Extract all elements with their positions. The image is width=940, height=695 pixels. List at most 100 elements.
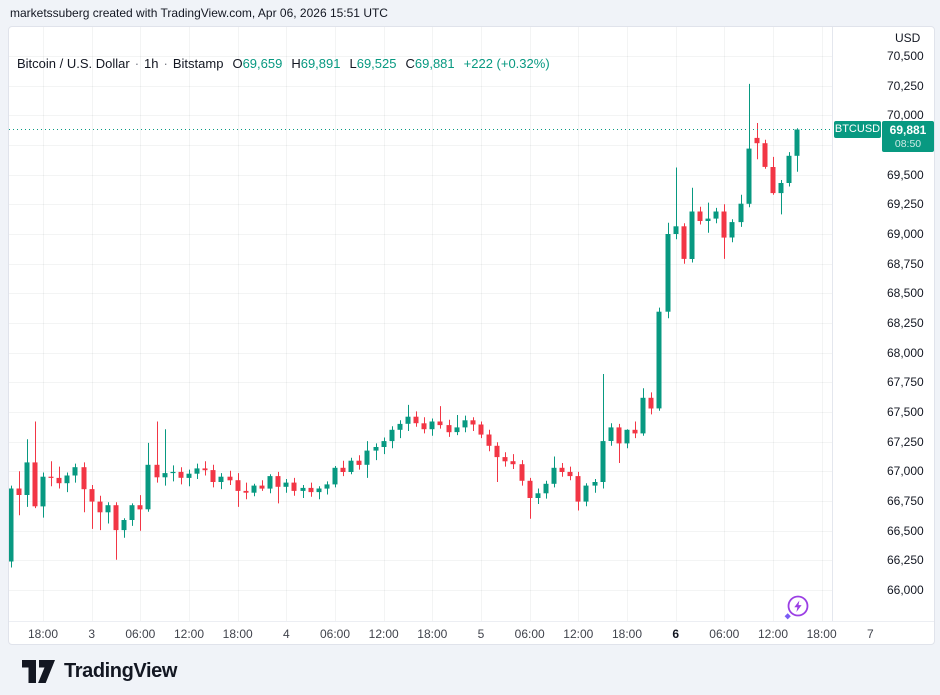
candle-body [218,476,224,482]
candle-body [267,476,273,489]
candle [89,485,95,529]
candle-body [592,482,598,486]
price-tick-label: 68,000 [887,345,924,360]
candle-body [129,505,135,520]
candle [81,462,87,513]
candle-body [356,460,362,465]
candle [421,417,427,434]
candle-body [105,505,111,513]
candle [689,187,695,263]
candle-body [186,473,192,478]
candle [162,429,168,486]
candle [300,485,306,498]
candle-body [178,471,184,478]
candle [762,139,768,169]
candle-body [113,505,119,531]
last-price-badge[interactable]: 69,881 08:50 [882,120,934,152]
candle-body [64,475,70,484]
candle-body [583,485,589,502]
change-value: +222 (+0.32%) [463,56,550,71]
lightning-bolt-icon [794,600,802,612]
candle [9,485,14,568]
separator-dot: · [134,56,140,71]
price-axis[interactable]: USD 70,50070,25070,00069,75069,50069,250… [832,27,934,621]
candle-body [210,470,216,482]
candle-body [786,155,792,183]
symbol-title[interactable]: Bitcoin / U.S. Dollar [17,56,130,71]
close-value: 69,881 [414,56,455,71]
high-label: H [291,56,301,71]
candle [324,481,330,495]
candle-body [373,447,379,451]
symbol-price-badge-chip[interactable]: BTCUSD [834,120,881,138]
candle [713,207,719,224]
time-tick-label: 7 [866,627,874,641]
time-tick-label: 18:00 [27,627,59,641]
candle-body [275,476,281,487]
candle [502,452,508,467]
candle-body [575,476,581,502]
interval-label[interactable]: 1h [144,56,159,71]
candle [470,417,476,431]
candle-body [259,485,265,489]
time-tick-label: 06:00 [319,627,350,641]
candle-body [697,211,703,221]
candle [397,420,403,439]
candle [259,480,265,491]
candle [559,463,565,477]
candle [137,495,143,531]
price-tick-label: 69,250 [887,197,924,212]
candle [389,426,395,449]
candle [551,456,557,488]
boost-diamond [784,613,791,620]
candle [705,202,711,233]
price-tick-label: 66,000 [887,583,924,597]
candle [72,463,78,483]
last-price-value: 69,881 [889,122,927,137]
candle [24,439,30,507]
tradingview-logo-text: TradingView [64,659,178,682]
candle [291,477,297,496]
time-tick-label: 18:00 [806,627,837,641]
candle [478,421,484,439]
candle-body [762,143,768,167]
tradingview-branding[interactable]: TradingView [22,655,177,687]
candle-body [754,137,760,144]
candle [275,471,281,504]
candle-body [24,462,30,495]
price-tick-label: 67,500 [887,405,924,419]
chart-legend: Bitcoin / U.S. Dollar · 1h · Bitstamp O69,659… [17,56,550,71]
candle-body [559,467,565,472]
candle-body [251,485,257,493]
time-tick-label: 12:00 [563,627,594,641]
candle [632,421,638,439]
candle [494,442,500,482]
candle-body [778,183,784,194]
time-axis[interactable]: 18:00 3 06:00 12:00 18:00 4 06:00 12:00 18:00 5 06… [9,621,934,644]
candle-body [291,482,297,491]
time-tick-label: 12:00 [173,627,204,641]
candle-body [656,311,662,409]
close-label: C [405,56,415,71]
candlestick-chart[interactable] [9,27,832,621]
candle-body [316,488,322,493]
candle [348,457,354,475]
candle-body [121,520,127,531]
candle [243,482,249,500]
exchange-label[interactable]: Bitstamp [172,56,224,71]
candle [527,477,533,519]
candle [308,482,314,497]
time-tick-label: 18:00 [417,627,448,641]
candle-body [608,427,614,441]
price-tick-label: 70,250 [887,78,924,93]
price-tick-label: 70,500 [887,49,924,63]
candle [616,423,622,463]
candle [202,461,208,476]
candle-body [40,476,46,507]
candle [381,437,387,455]
candle [64,472,70,493]
price-tick-label: 68,750 [887,256,924,271]
boost-lightning-icon[interactable] [779,591,815,627]
candle-body [729,222,735,238]
candle [543,480,549,499]
